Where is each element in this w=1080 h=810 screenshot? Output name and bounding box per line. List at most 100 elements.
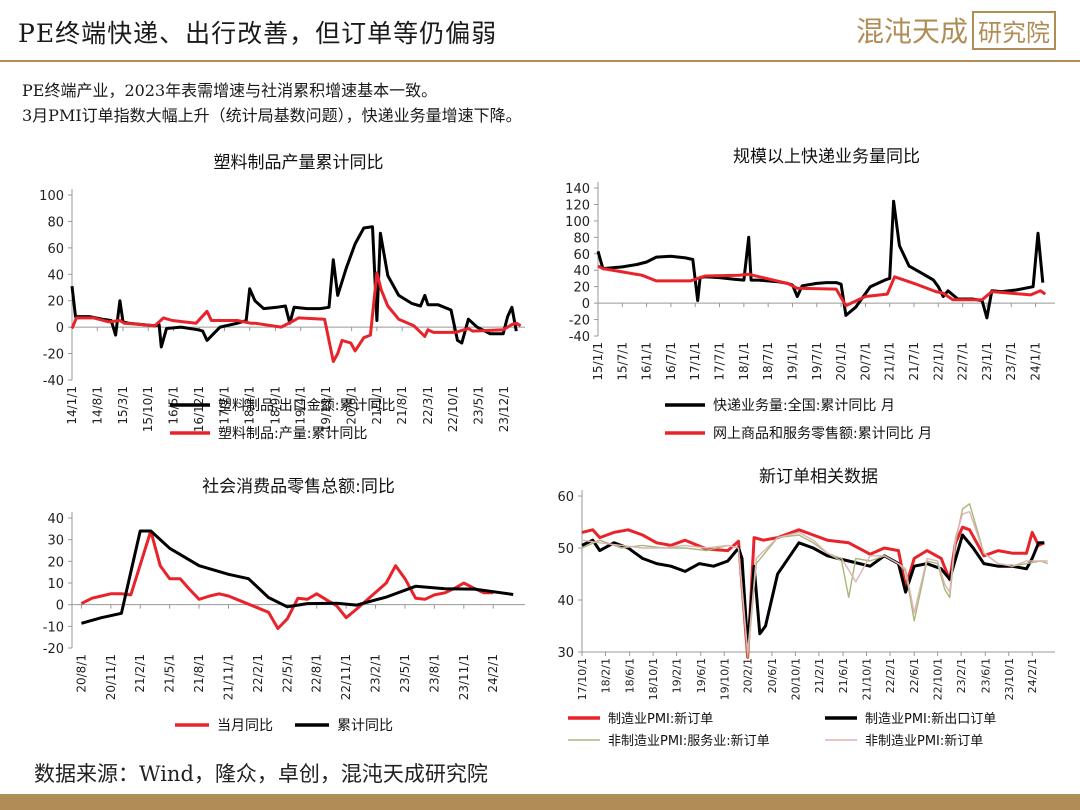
x-tick-label: 23/10/1 [1003, 658, 1016, 700]
x-tick-label: 24/1/1 [1029, 342, 1043, 381]
intro-line-2: 3月PMI订单指数大幅上升（统计局基数问题），快递业务量增速下降。 [22, 106, 522, 125]
x-tick-label: 20/6/1 [766, 658, 779, 693]
chart-pmi: 新订单相关数据 30 40 50 60 17/10/1 18/2/1 18/6/1 18/10/… [557, 467, 1055, 749]
legend-label: 制造业PMI:新订单 [608, 711, 713, 727]
x-tick-label: 23/7/1 [1004, 342, 1018, 381]
logo-box-text: 研究院 [972, 11, 1056, 50]
x-tick-label: 20/10/1 [789, 658, 802, 700]
chart-title: 塑料制品产量累计同比 [214, 153, 384, 173]
series-line-1 [70, 225, 518, 349]
y-tick-label: 40 [557, 594, 574, 609]
y-tick-label: 20 [573, 281, 590, 296]
x-tick-label: 15/10/1 [141, 386, 155, 432]
x-tick-label: 23/5/1 [398, 654, 412, 693]
x-tick-label: 17/10/1 [576, 658, 589, 700]
x-tick-label: 16/1/1 [640, 342, 654, 381]
x-tick-label: 22/10/1 [446, 386, 460, 432]
x-tick-label: 15/3/1 [116, 386, 130, 425]
x-tick-label: 21/1/1 [883, 342, 897, 381]
x-tick-label: 22/2/1 [251, 654, 265, 693]
x-tick-label: 20/7/1 [858, 342, 872, 381]
x-tick-label: 21/5/1 [163, 654, 177, 693]
y-tick-label: 40 [47, 512, 64, 527]
logo-text: 混沌天成 [855, 15, 968, 48]
x-tick-label: 21/8/1 [395, 386, 409, 425]
series-line-2 [597, 264, 1047, 308]
x-tick-label: 15/7/1 [615, 342, 629, 381]
series-line-1 [80, 529, 494, 630]
x-tick-label: 17/7/1 [217, 386, 231, 425]
x-tick-label: 16/12/1 [192, 386, 206, 432]
y-tick-label: 80 [47, 215, 64, 230]
x-tick-label: 21/2/1 [813, 658, 826, 693]
x-tick-label: 21/1/1 [370, 386, 384, 425]
x-tick-label: 19/10/1 [718, 658, 731, 700]
x-tick-label: 21/11/1 [221, 654, 235, 700]
y-tick-label: 80 [573, 231, 590, 246]
y-tick-label: 0 [56, 321, 64, 336]
title-divider [0, 60, 1080, 62]
chart-title: 新订单相关数据 [759, 467, 878, 487]
y-tick-label: 10 [47, 577, 64, 592]
x-tick-label: 24/2/1 [1026, 658, 1039, 693]
x-tick-label: 21/2/1 [133, 654, 147, 693]
y-tick-label: 0 [56, 599, 64, 614]
x-tick-label: 20/1/1 [834, 342, 848, 381]
legend-label: 网上商品和服务零售额:累计同比 月 [713, 426, 932, 442]
x-tick-label: 17/7/1 [713, 342, 727, 381]
x-tick-label: 22/10/1 [932, 658, 945, 700]
legend-label: 当月同比 [217, 718, 273, 734]
x-tick-label: 23/2/1 [369, 654, 383, 693]
y-tick-label: 50 [557, 542, 574, 557]
x-tick-label: 21/8/1 [192, 654, 206, 693]
y-tick-label: 40 [47, 268, 64, 283]
legend-label: 累计同比 [337, 718, 393, 734]
legend-label: 塑料制品:出口金额:累计同比 [218, 398, 395, 414]
y-tick-label: 60 [573, 248, 590, 263]
y-tick-label: -20 [43, 348, 64, 363]
x-tick-label: 18/7/1 [761, 342, 775, 381]
chart-retail: 社会消费品零售总额:同比 -20 -10 0 10 20 30 40 20/8/1 20/11/1… [43, 477, 525, 734]
x-tick-label: 20/11/1 [104, 654, 118, 700]
intro-text: PE终端产业，2023年表需增速与社消累积增速基本一致。 3月PMI订单指数大幅… [22, 78, 522, 128]
series-line-2 [70, 271, 522, 363]
x-tick-label: 20/6/1 [345, 386, 359, 425]
x-tick-label: 20/2/1 [742, 658, 755, 693]
bottom-bar [0, 794, 1080, 810]
legend-label: 塑料制品:产量:累计同比 [218, 426, 367, 442]
x-tick-label: 22/8/1 [310, 654, 324, 693]
x-tick-label: 18/10/1 [647, 658, 660, 700]
x-tick-label: 19/1/1 [785, 342, 799, 381]
x-tick-label: 23/5/1 [471, 386, 485, 425]
intro-line-1: PE终端产业，2023年表需增速与社消累积增速基本一致。 [22, 81, 438, 100]
x-tick-label: 23/11/1 [457, 654, 471, 700]
x-tick-label: 14/8/1 [90, 386, 104, 425]
x-tick-label: 20/8/1 [74, 654, 88, 693]
y-tick-label: -10 [43, 620, 64, 635]
y-tick-label: 100 [39, 189, 64, 204]
x-tick-label: 22/3/1 [421, 386, 435, 425]
legend-label: 非制造业PMI:新订单 [865, 733, 983, 749]
y-tick-label: -20 [43, 642, 64, 657]
x-tick-label: 18/2/1 [599, 658, 612, 693]
y-tick-label: 0 [582, 297, 590, 312]
x-tick-label: 24/2/1 [486, 654, 500, 693]
title-bar: PE终端快递、出行改善，但订单等仍偏弱 混沌天成 研究院 [0, 0, 1080, 62]
y-tick-label: 20 [47, 295, 64, 310]
series-line-2 [581, 533, 1045, 649]
x-tick-label: 22/2/1 [884, 658, 897, 693]
x-tick-label: 21/6/1 [837, 658, 850, 693]
chart-title: 规模以上快递业务量同比 [733, 147, 920, 167]
x-tick-label: 18/6/1 [624, 658, 637, 693]
x-tick-label: 22/6/1 [908, 658, 921, 693]
x-tick-label: 21/7/1 [907, 342, 921, 381]
x-tick-label: 19/11/1 [319, 386, 333, 432]
y-tick-label: 100 [565, 215, 590, 230]
x-tick-label: 19/7/1 [810, 342, 824, 381]
x-tick-label: 22/7/1 [956, 342, 970, 381]
legend-label: 非制造业PMI:服务业:新订单 [608, 733, 770, 749]
legend-label: 快递业务量:全国:累计同比 月 [713, 397, 895, 414]
source-note: 数据来源：Wind，隆众，卓创，混沌天成研究院 [34, 762, 488, 786]
x-tick-label: 19/6/1 [695, 658, 708, 693]
